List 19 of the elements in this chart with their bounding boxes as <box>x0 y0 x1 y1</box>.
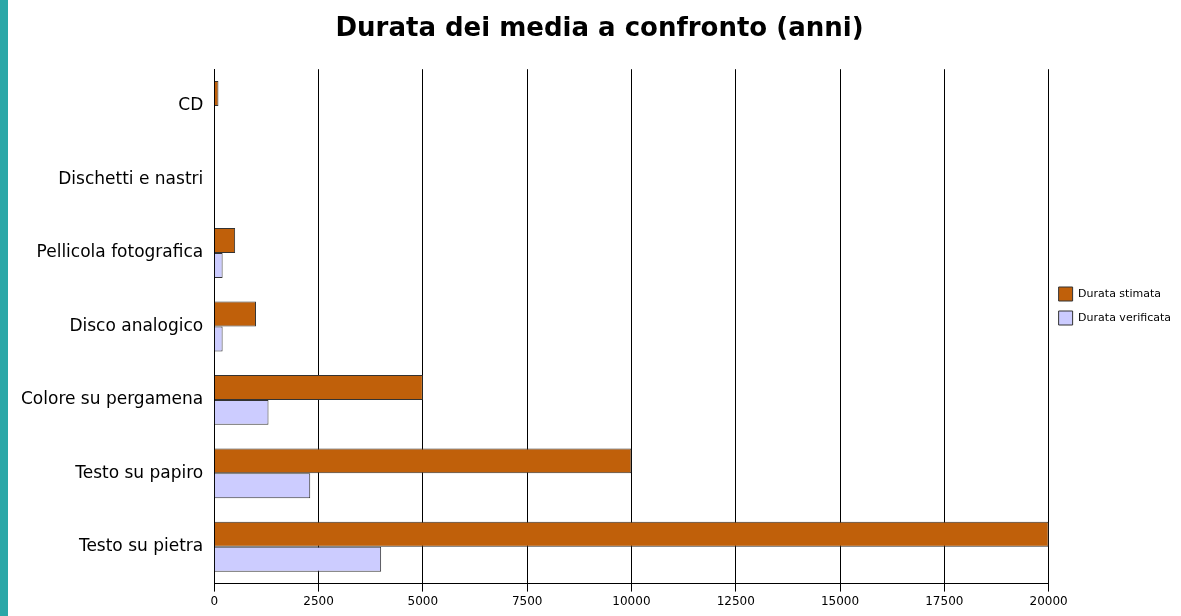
x-tick-label: 2500 <box>303 593 334 608</box>
x-tick-label: 0 <box>210 593 219 608</box>
x-tick-label: 5000 <box>407 593 439 608</box>
legend-label: Durata stimata <box>1078 286 1161 300</box>
y-tick-label: Colore su pergamena <box>20 388 204 409</box>
y-tick-label: Testo su pietra <box>77 535 204 556</box>
y-tick-label: Testo su papiro <box>74 461 204 482</box>
x-tick-label: 10000 <box>612 593 651 608</box>
y-tick-label: Pellicola fotografica <box>36 241 204 262</box>
legend-label: Durata verificata <box>1078 310 1172 324</box>
x-tick-label: 15000 <box>820 593 860 608</box>
x-tick-label: 7500 <box>511 593 543 608</box>
y-tick-label: Dischetti e nastri <box>58 167 204 188</box>
y-tick-label: CD <box>178 94 204 115</box>
y-tick-label: Disco analogico <box>69 314 204 335</box>
chart-title: Durata dei media a confronto (anni) <box>335 12 864 43</box>
x-tick-label: 17500 <box>925 593 964 608</box>
x-tick-label: 12500 <box>716 593 755 608</box>
x-tick-label: 20000 <box>1029 593 1068 608</box>
